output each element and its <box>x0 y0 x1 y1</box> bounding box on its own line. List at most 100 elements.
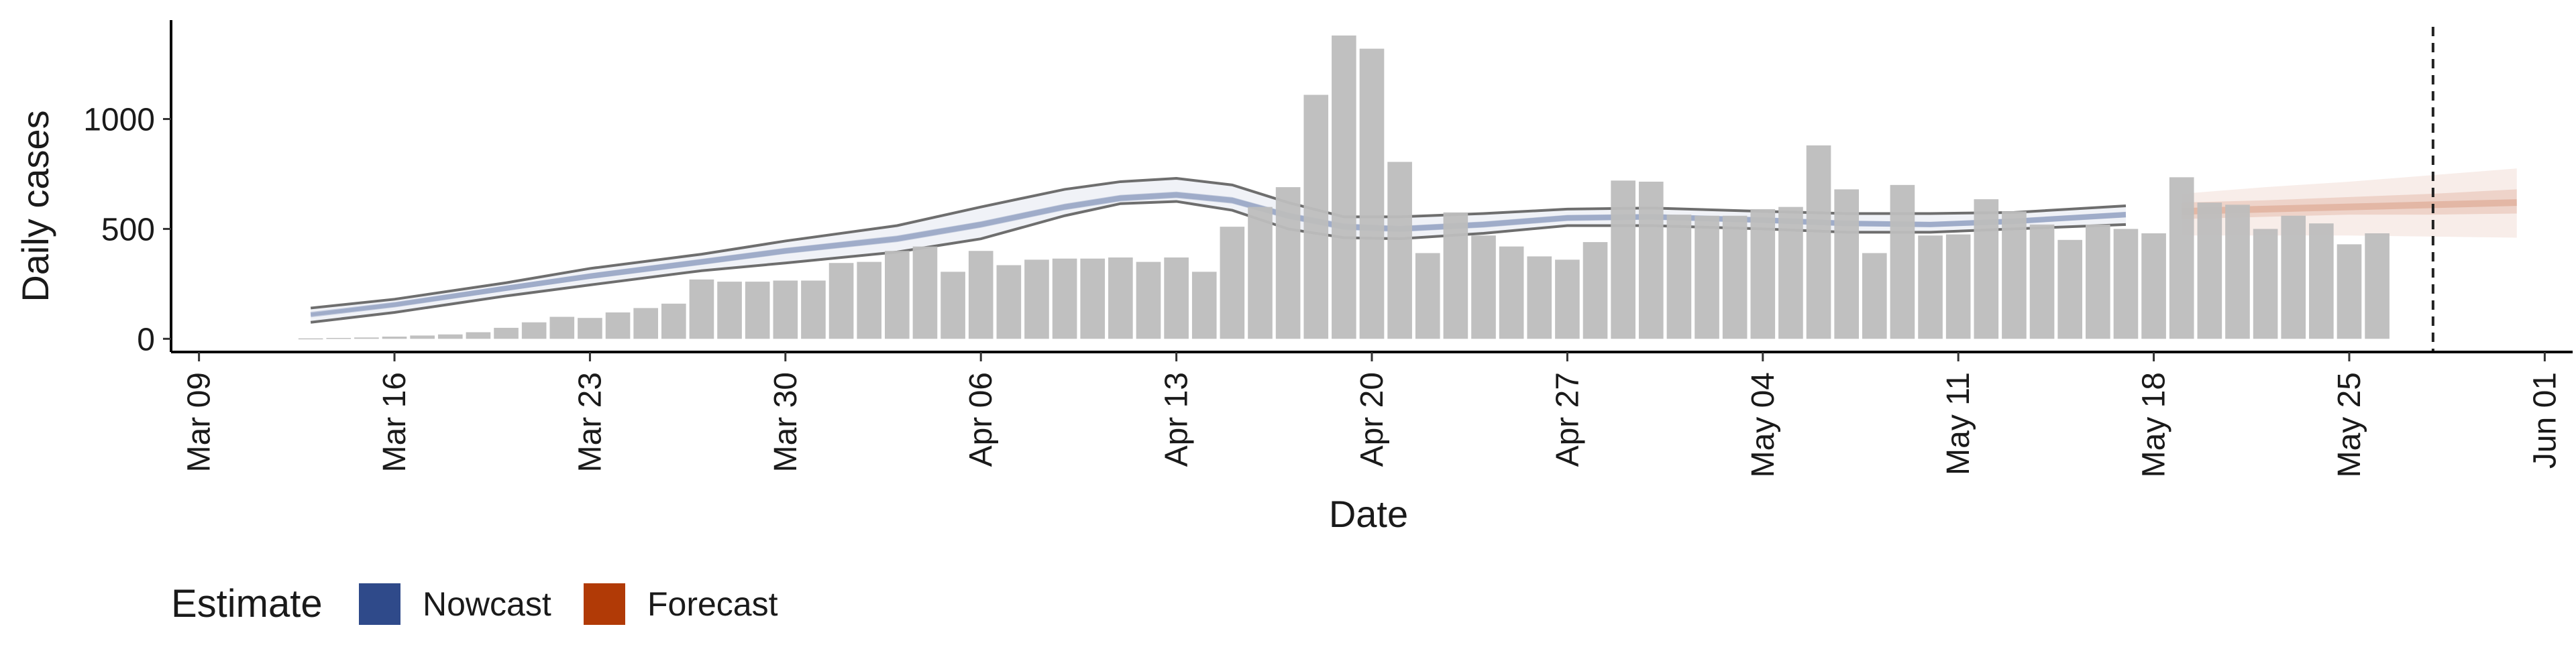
bar <box>1332 35 1356 339</box>
bar <box>1248 207 1273 339</box>
bar <box>1499 246 1524 339</box>
bars-layer <box>298 35 2390 340</box>
bar <box>968 251 994 339</box>
bar <box>1611 180 1635 339</box>
bar <box>1638 181 1664 339</box>
bar <box>2365 233 2390 339</box>
nowcast-outer-band <box>311 178 2126 322</box>
bar <box>717 282 742 339</box>
x-tick-label: Apr 06 <box>963 372 999 467</box>
bar <box>466 332 491 339</box>
x-tick-label: May 11 <box>1941 372 1976 475</box>
y-axis-title: Daily cases <box>14 110 56 302</box>
bar <box>1555 259 1580 339</box>
x-tick-label: Mar 16 <box>377 372 413 472</box>
bar <box>1666 215 1692 339</box>
x-tick-label: May 04 <box>1746 372 1781 477</box>
legend-swatch <box>359 583 400 625</box>
axes-layer: 0 500 1000 Mar 09 Mar 16 Mar 23 Mar 30 Apr 06 Ap… <box>14 20 2573 535</box>
bar <box>689 279 714 339</box>
legend-label: Forecast <box>647 585 778 623</box>
bar <box>1052 258 1077 339</box>
bar <box>298 338 323 340</box>
bar <box>1722 215 1748 339</box>
x-tick-label: Jun 01 <box>2527 372 2563 469</box>
legend-swatch <box>584 583 625 625</box>
x-tick-label: Mar 23 <box>572 372 608 472</box>
bar <box>2029 224 2055 339</box>
bar <box>1191 272 1217 339</box>
bar <box>1415 253 1440 339</box>
bar <box>2197 202 2222 339</box>
bar <box>1862 253 1887 339</box>
bar <box>2309 223 2334 339</box>
bar <box>1945 234 1971 339</box>
bar <box>326 338 352 339</box>
bar <box>1080 258 1106 339</box>
bar <box>1695 215 1719 339</box>
bar <box>2281 215 2306 339</box>
bar <box>1974 199 1999 339</box>
bar <box>1527 256 1552 339</box>
bar <box>633 308 658 339</box>
bar <box>941 272 965 339</box>
bar <box>1806 145 1831 339</box>
bar <box>857 261 882 339</box>
bar <box>1359 48 1385 339</box>
bar <box>1108 257 1133 339</box>
bar <box>2225 204 2250 339</box>
x-tick-label: Mar 09 <box>182 372 217 472</box>
bar <box>885 251 910 339</box>
bar <box>2337 244 2362 339</box>
legend-label: Nowcast <box>423 585 551 623</box>
bar <box>801 280 826 339</box>
bar <box>2057 239 2083 339</box>
bar <box>1918 235 1943 339</box>
bar <box>354 337 379 339</box>
bar <box>1024 259 1049 339</box>
bar <box>1443 212 1468 339</box>
bar <box>549 316 575 339</box>
bar <box>661 303 686 339</box>
x-tick-label: May 25 <box>2332 372 2367 477</box>
bar <box>437 334 463 339</box>
bar <box>1778 207 1803 339</box>
bar <box>605 312 631 339</box>
y-tick-label: 500 <box>101 212 155 247</box>
x-tick-label: May 18 <box>2137 372 2172 477</box>
bar <box>2169 177 2194 339</box>
bar <box>1582 242 1608 339</box>
bar <box>1164 257 1189 339</box>
bar <box>1387 162 1412 339</box>
bar <box>2086 224 2110 339</box>
x-tick-label: Apr 27 <box>1550 372 1585 467</box>
bar <box>773 280 798 339</box>
bar <box>2141 233 2166 339</box>
bar <box>2113 229 2139 339</box>
bar <box>521 322 547 339</box>
bar <box>578 318 602 339</box>
bar <box>410 335 435 339</box>
bar <box>2253 229 2278 339</box>
bar <box>745 282 770 339</box>
bar <box>1136 261 1161 339</box>
bar <box>1750 209 1776 339</box>
y-tick-label: 0 <box>137 322 155 357</box>
bar <box>912 246 938 339</box>
x-tick-label: Apr 20 <box>1354 372 1390 467</box>
x-tick-label: Mar 30 <box>768 372 804 472</box>
bar <box>1220 227 1245 339</box>
bar <box>1303 95 1329 339</box>
x-tick-label: Apr 13 <box>1159 372 1195 467</box>
bar <box>2002 211 2027 339</box>
bar <box>828 263 854 339</box>
bar <box>494 327 519 339</box>
bar <box>1275 187 1301 339</box>
bar <box>1471 235 1496 339</box>
bar <box>996 265 1022 339</box>
bar <box>1890 184 1915 339</box>
x-axis-title: Date <box>1329 493 1408 535</box>
bar <box>1834 189 1859 339</box>
